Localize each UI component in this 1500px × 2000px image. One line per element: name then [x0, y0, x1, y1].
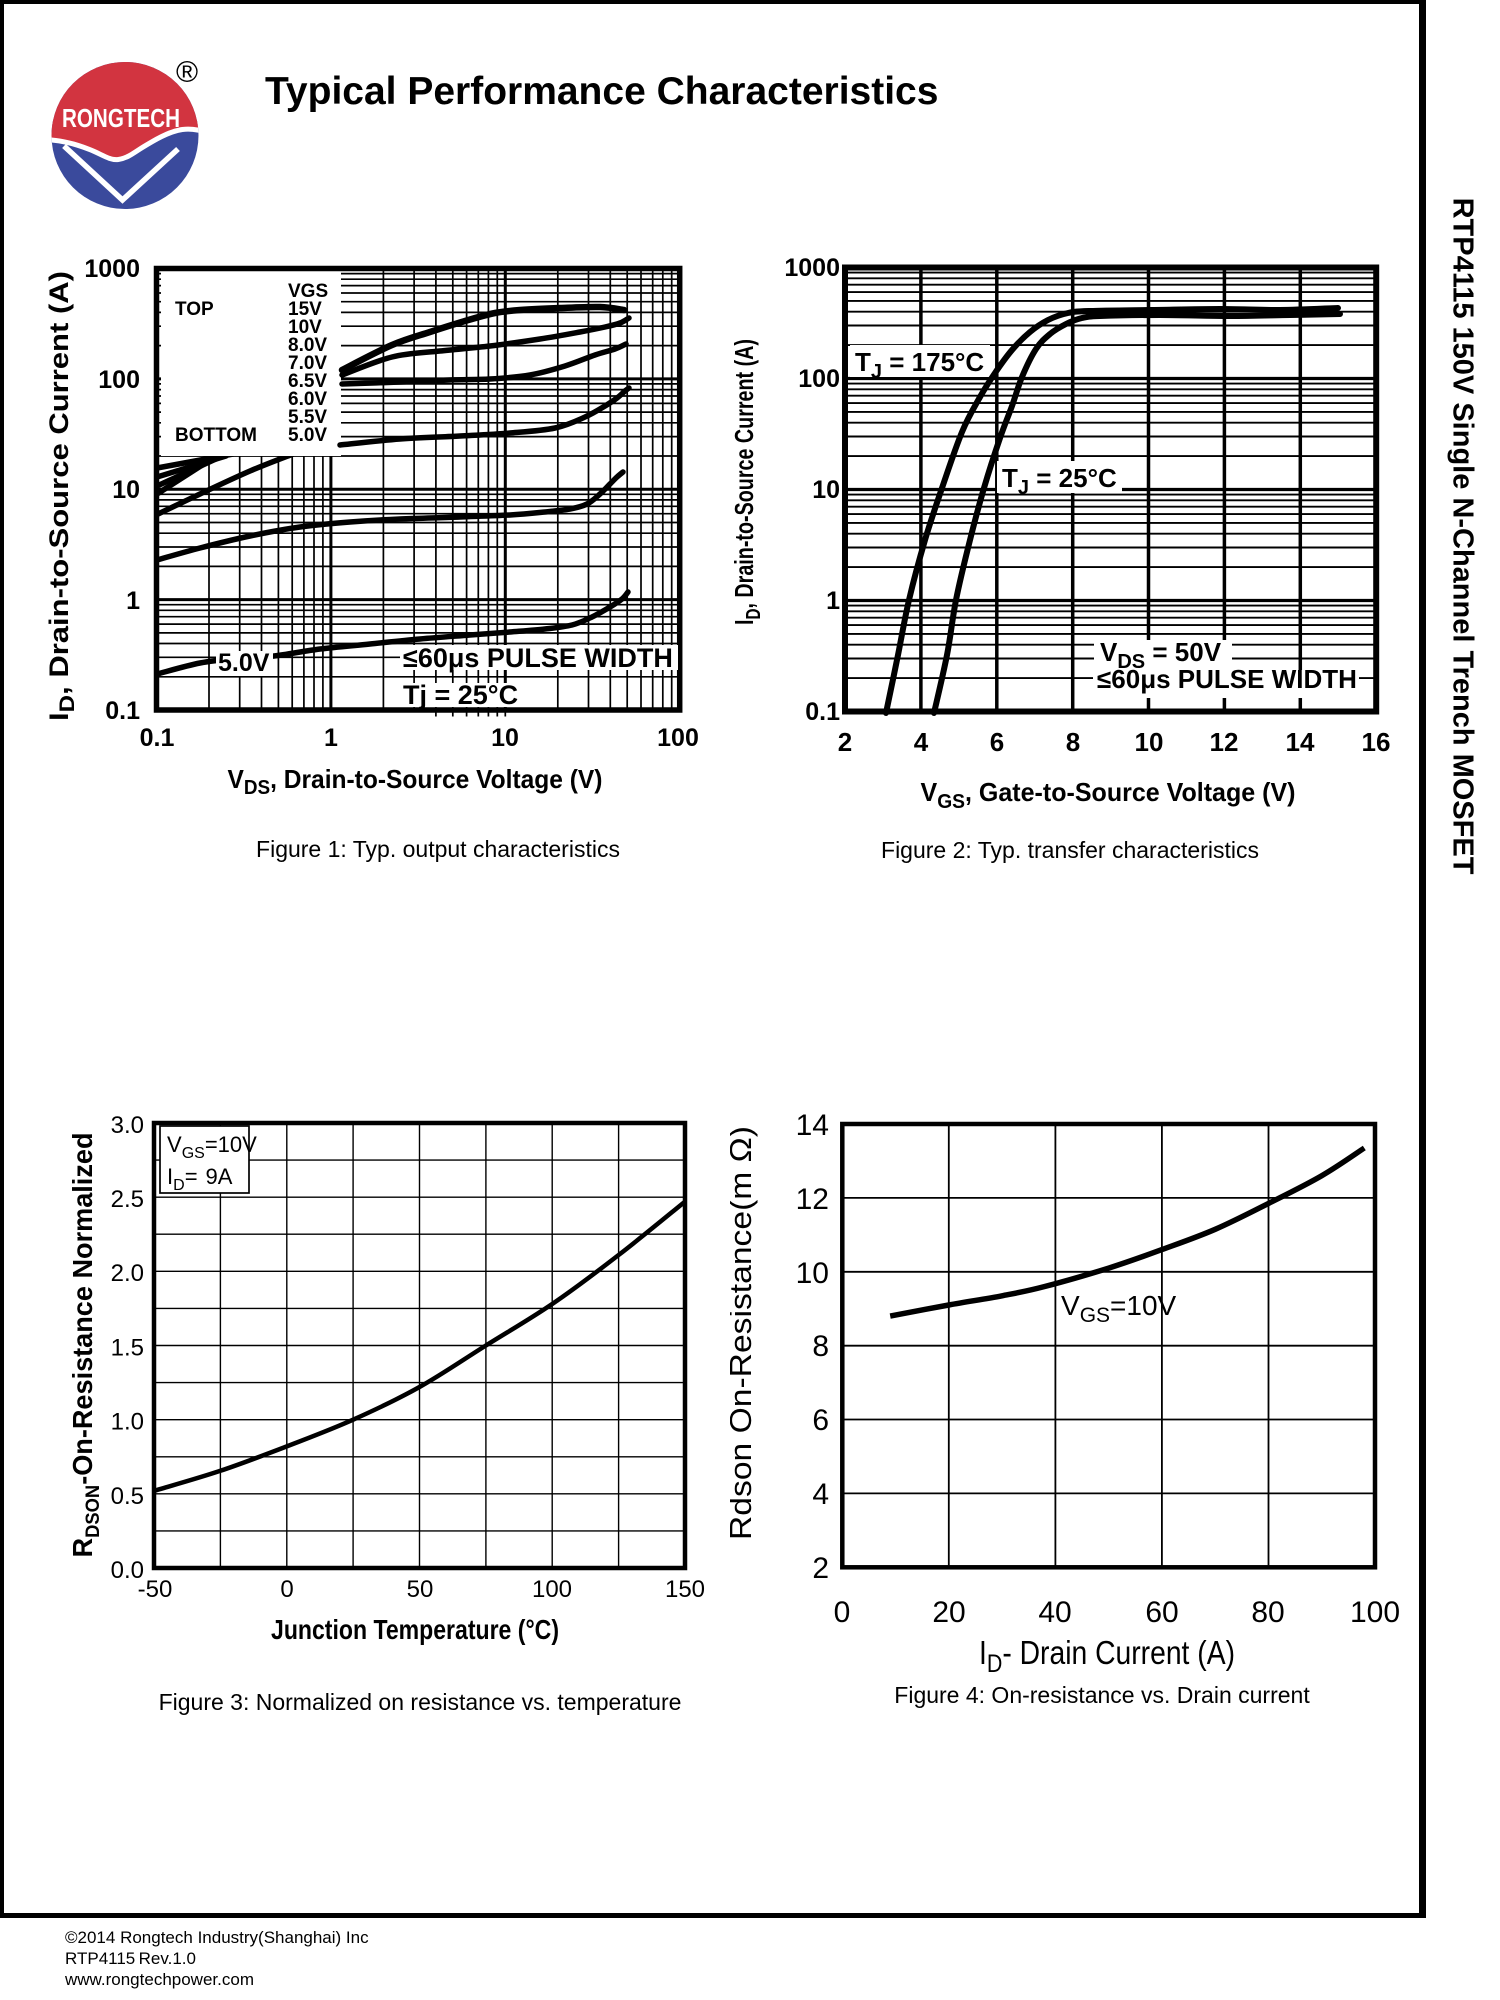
svg-text:ID, Drain-to-Source Current (: ID, Drain-to-Source Current (A): [729, 339, 765, 625]
svg-text:3.0: 3.0: [111, 1112, 144, 1139]
svg-text:Figure 4: On-resistance vs. Dr: Figure 4: On-resistance vs. Drain curren…: [894, 1682, 1310, 1708]
svg-text:6.0V: 6.0V: [288, 389, 327, 410]
svg-text:10: 10: [112, 476, 140, 504]
svg-text:100: 100: [98, 366, 140, 394]
svg-text:VGS=10V: VGS=10V: [1061, 1290, 1177, 1327]
svg-text:VGS: VGS: [288, 281, 328, 302]
svg-text:4: 4: [914, 727, 929, 757]
svg-text:Tj = 25°C: Tj = 25°C: [403, 680, 518, 710]
svg-text:8: 8: [812, 1330, 829, 1363]
svg-text:1.5: 1.5: [111, 1335, 144, 1362]
svg-text:0: 0: [280, 1576, 293, 1603]
svg-text:12: 12: [796, 1183, 829, 1216]
svg-text:5.0V: 5.0V: [288, 425, 327, 446]
svg-text:®: ®: [176, 56, 198, 89]
svg-text:Figure 3: Normalized on resist: Figure 3: Normalized on resistance vs. t…: [159, 1689, 682, 1715]
svg-text:60: 60: [1145, 1596, 1178, 1629]
svg-text:16: 16: [1362, 727, 1391, 757]
svg-text:0: 0: [834, 1596, 851, 1629]
svg-text:8: 8: [1066, 727, 1080, 757]
svg-text:0.5: 0.5: [111, 1483, 144, 1510]
svg-text:10: 10: [1135, 727, 1164, 757]
svg-text:100: 100: [1350, 1596, 1400, 1629]
svg-text:TOP: TOP: [175, 299, 214, 320]
svg-text:2: 2: [838, 727, 852, 757]
svg-text:5.5V: 5.5V: [288, 407, 327, 428]
svg-text:50: 50: [407, 1576, 434, 1603]
svg-text:10: 10: [796, 1257, 829, 1290]
svg-text:6.5V: 6.5V: [288, 371, 327, 392]
svg-text:4: 4: [812, 1478, 829, 1511]
svg-text:10V: 10V: [288, 317, 322, 338]
svg-text:8.0V: 8.0V: [288, 335, 327, 356]
svg-text:Figure 2: Typ. transfer charac: Figure 2: Typ. transfer characteristics: [881, 837, 1259, 863]
svg-text:10: 10: [491, 724, 519, 752]
svg-text:20: 20: [932, 1596, 965, 1629]
svg-text:15V: 15V: [288, 299, 322, 320]
svg-text:≤60μs PULSE WIDTH: ≤60μs PULSE WIDTH: [403, 643, 673, 673]
svg-text:1.0: 1.0: [111, 1409, 144, 1436]
svg-text:100: 100: [532, 1576, 572, 1603]
svg-text:Junction Temperature (°C): Junction Temperature (°C): [271, 1614, 559, 1645]
svg-text:150: 150: [665, 1576, 705, 1603]
svg-text:0.1: 0.1: [105, 697, 140, 725]
svg-text:0.1: 0.1: [140, 724, 175, 752]
svg-text:-50: -50: [138, 1576, 173, 1603]
svg-text:6: 6: [990, 727, 1004, 757]
svg-text:100: 100: [657, 724, 699, 752]
svg-text:≤60μs PULSE WIDTH: ≤60μs PULSE WIDTH: [1097, 664, 1357, 694]
svg-text:BOTTOM: BOTTOM: [175, 425, 257, 446]
svg-text:ID- Drain Current (A): ID- Drain Current (A): [979, 1634, 1235, 1678]
svg-text:VGS, Gate-to-Source Voltage (V: VGS, Gate-to-Source Voltage (V): [921, 777, 1296, 813]
svg-text:1000: 1000: [84, 255, 140, 283]
svg-text:RDSON-On-Resistance Normalized: RDSON-On-Resistance Normalized: [67, 1133, 104, 1558]
svg-text:1: 1: [126, 587, 140, 615]
svg-text:VDS, Drain-to-Source Voltage (: VDS, Drain-to-Source Voltage (V): [228, 764, 603, 799]
svg-text:2.5: 2.5: [111, 1186, 144, 1213]
svg-text:5.0V: 5.0V: [218, 649, 270, 677]
svg-text:1: 1: [826, 587, 840, 615]
svg-text:80: 80: [1251, 1596, 1284, 1629]
svg-text:2.0: 2.0: [111, 1260, 144, 1287]
svg-text:1: 1: [324, 724, 338, 752]
svg-text:10: 10: [812, 476, 840, 504]
svg-text:14: 14: [1286, 727, 1315, 757]
svg-text:Rdson On-Resistance(m Ω): Rdson On-Resistance(m Ω): [730, 1126, 758, 1540]
svg-text:1000: 1000: [784, 254, 840, 282]
svg-text:RONGTECH: RONGTECH: [62, 103, 180, 133]
svg-text:40: 40: [1038, 1596, 1071, 1629]
svg-text:12: 12: [1210, 727, 1239, 757]
svg-text:Figure 1: Typ. output characte: Figure 1: Typ. output characteristics: [256, 836, 620, 862]
svg-text:100: 100: [798, 365, 840, 393]
svg-text:7.0V: 7.0V: [288, 353, 327, 374]
svg-text:ID, Drain-to-Source Current (A: ID, Drain-to-Source Current (A): [44, 271, 79, 721]
svg-text:0.0: 0.0: [111, 1557, 144, 1584]
svg-text:14: 14: [796, 1109, 829, 1142]
svg-text:6: 6: [812, 1404, 829, 1437]
svg-text:0.1: 0.1: [805, 698, 840, 726]
svg-text:2: 2: [812, 1552, 829, 1585]
